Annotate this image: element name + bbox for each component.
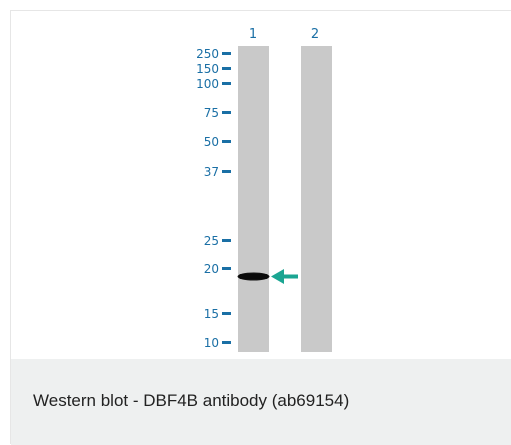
figure-card: 1 2 250 150 100 75 50 37 25 20 15 10 <box>10 10 511 445</box>
western-blot-image: 1 2 250 150 100 75 50 37 25 20 15 10 <box>11 11 511 359</box>
marker-label-75: 75 <box>204 106 219 120</box>
marker-label-50: 50 <box>204 135 219 149</box>
lane-2 <box>301 46 332 352</box>
marker-tick-250 <box>222 52 231 55</box>
marker-tick-20 <box>222 267 231 270</box>
marker-label-20: 20 <box>204 262 219 276</box>
marker-tick-15 <box>222 312 231 315</box>
marker-tick-50 <box>222 140 231 143</box>
protein-band-core <box>239 274 268 279</box>
blot-svg: 1 2 250 150 100 75 50 37 25 20 15 10 <box>196 27 332 352</box>
band-arrow-icon <box>271 269 298 284</box>
lane-1 <box>238 46 269 352</box>
marker-tick-25 <box>222 239 231 242</box>
marker-tick-37 <box>222 170 231 173</box>
caption-bar: Western blot - DBF4B antibody (ab69154) <box>11 359 511 445</box>
marker-label-100: 100 <box>196 77 219 91</box>
marker-label-37: 37 <box>204 165 219 179</box>
marker-tick-100 <box>222 82 231 85</box>
marker-label-15: 15 <box>204 307 219 321</box>
marker-label-25: 25 <box>204 234 219 248</box>
figure-caption: Western blot - DBF4B antibody (ab69154) <box>33 391 350 410</box>
marker-ticks <box>222 52 231 344</box>
marker-tick-10 <box>222 341 231 344</box>
lane-2-label: 2 <box>311 27 319 42</box>
marker-tick-75 <box>222 111 231 114</box>
marker-label-250: 250 <box>196 47 219 61</box>
marker-tick-150 <box>222 67 231 70</box>
marker-label-10: 10 <box>204 336 219 350</box>
marker-label-150: 150 <box>196 62 219 76</box>
lane-1-label: 1 <box>249 27 257 42</box>
